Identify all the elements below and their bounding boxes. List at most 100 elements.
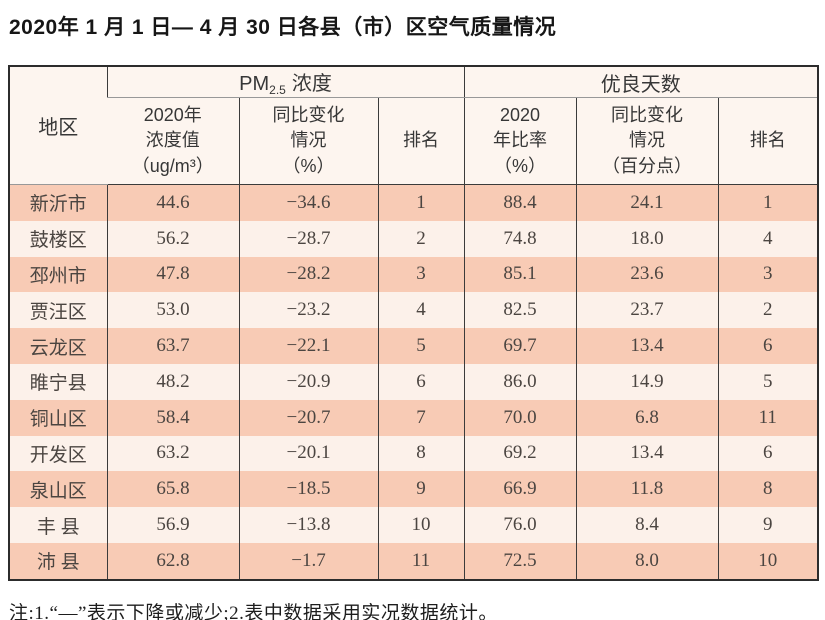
pm-value-cell: 63.2	[106, 435, 239, 472]
pm-change-cell: −20.1	[238, 435, 378, 472]
good-rank-header: 排名	[717, 97, 819, 185]
good-change-cell: 18.0	[575, 220, 719, 257]
pm25-label-prefix: PM	[239, 73, 270, 95]
pm-change-cell: −20.9	[238, 363, 378, 400]
pm25-label-subscript: 2.5	[269, 83, 286, 97]
pm-value-cell: 56.9	[106, 507, 239, 543]
pm-value-cell: 47.8	[106, 256, 239, 293]
good-rate-cell: 76.0	[463, 507, 577, 543]
region-cell: 邳州市	[9, 256, 107, 293]
footnote: 注:1.“—”表示下降或减少;2.表中数据采用实况数据统计。	[9, 602, 498, 620]
pm-value-cell: 53.0	[106, 292, 239, 329]
good-rank-cell: 4	[717, 220, 819, 257]
good-rate-cell: 74.8	[463, 220, 577, 257]
table-row: 沛 县 62.8 −1.7 11 72.5 8.0 10	[9, 542, 819, 580]
good-rank-cell: 10	[717, 542, 819, 580]
good-rate-cell: 88.4	[463, 184, 577, 221]
good-change-cell: 8.0	[575, 542, 719, 580]
region-cell: 云龙区	[9, 328, 107, 364]
pm-rank-cell: 10	[377, 507, 465, 543]
table-row: 新沂市 44.6 −34.6 1 88.4 24.1 1	[9, 184, 819, 221]
pm-value-cell: 63.7	[106, 328, 239, 364]
table-row: 铜山区 58.4 −20.7 7 70.0 6.8 11	[9, 399, 819, 436]
good-rank-cell: 5	[717, 363, 819, 400]
good-rank-cell: 6	[717, 435, 819, 472]
good-rank-cell: 2	[717, 292, 819, 329]
region-column-header: 地区	[9, 66, 107, 185]
good-rate-cell: 72.5	[463, 542, 577, 580]
good-days-group-header: 优良天数	[463, 66, 819, 98]
region-cell: 沛 县	[9, 542, 107, 580]
good-change-cell: 23.7	[575, 292, 719, 329]
page-title: 2020年 1 月 1 日— 4 月 30 日各县（市）区空气质量情况	[9, 16, 557, 39]
pm-change-cell: −20.7	[238, 399, 378, 436]
pm-rank-cell: 9	[377, 471, 465, 508]
good-change-cell: 13.4	[575, 328, 719, 364]
pm-change-cell: −22.1	[238, 328, 378, 364]
table-row: 睢宁县 48.2 −20.9 6 86.0 14.9 5	[9, 363, 819, 400]
good-change-header: 同比变化 情况 （百分点）	[575, 97, 719, 185]
good-rate-cell: 86.0	[463, 363, 577, 400]
pm25-label-suffix: 浓度	[291, 73, 332, 95]
pm-value-cell: 58.4	[106, 399, 239, 436]
air-quality-table: 地区 PM2.5 浓度 优良天数 2020年 浓度值 （ug/m³） 同比变化 情…	[8, 65, 820, 581]
pm-rank-cell: 5	[377, 328, 465, 364]
pm-change-header: 同比变化 情况 （%）	[238, 97, 378, 185]
good-rate-cell: 70.0	[463, 399, 577, 436]
table-row: 邳州市 47.8 −28.2 3 85.1 23.6 3	[9, 256, 819, 293]
region-cell: 新沂市	[9, 184, 107, 221]
pm-rank-cell: 1	[377, 184, 465, 221]
pm-change-cell: −28.7	[238, 220, 378, 257]
pm-rank-cell: 6	[377, 363, 465, 400]
good-rank-cell: 1	[717, 184, 819, 221]
pm-change-cell: −18.5	[238, 471, 378, 508]
pm-rank-cell: 2	[377, 220, 465, 257]
sub-header-row: 2020年 浓度值 （ug/m³） 同比变化 情况 （%） 排名 2020 年比…	[9, 97, 819, 185]
table-row: 云龙区 63.7 −22.1 5 69.7 13.4 6	[9, 328, 819, 364]
pm-value-cell: 44.6	[106, 184, 239, 221]
pm-change-cell: −13.8	[238, 507, 378, 543]
pm-change-cell: −28.2	[238, 256, 378, 293]
pm-change-cell: −1.7	[238, 542, 378, 580]
pm25-group-header: PM2.5 浓度	[106, 66, 465, 98]
good-rank-cell: 8	[717, 471, 819, 508]
region-cell: 铜山区	[9, 399, 107, 436]
pm-rank-cell: 3	[377, 256, 465, 293]
region-cell: 睢宁县	[9, 363, 107, 400]
good-change-cell: 23.6	[575, 256, 719, 293]
region-cell: 开发区	[9, 435, 107, 472]
pm-value-header: 2020年 浓度值 （ug/m³）	[107, 97, 239, 185]
table-row: 贾汪区 53.0 −23.2 4 82.5 23.7 2	[9, 292, 819, 329]
good-rate-cell: 69.2	[463, 435, 577, 472]
table-body: 新沂市 44.6 −34.6 1 88.4 24.1 1 鼓楼区 56.2 −28.7 2 74.8 1…	[9, 184, 819, 580]
pm-rank-header: 排名	[377, 97, 465, 185]
good-change-cell: 14.9	[575, 363, 719, 400]
good-change-cell: 8.4	[575, 507, 719, 543]
region-cell: 贾汪区	[9, 292, 107, 329]
table-row: 开发区 63.2 −20.1 8 69.2 13.4 6	[9, 435, 819, 472]
good-rate-cell: 85.1	[463, 256, 577, 293]
good-change-cell: 24.1	[575, 184, 719, 221]
good-rate-cell: 82.5	[463, 292, 577, 329]
pm-change-cell: −23.2	[238, 292, 378, 329]
region-cell: 鼓楼区	[9, 220, 107, 257]
good-change-cell: 6.8	[575, 399, 719, 436]
table-row: 丰 县 56.9 −13.8 10 76.0 8.4 9	[9, 507, 819, 543]
pm-change-cell: −34.6	[238, 184, 378, 221]
region-cell: 丰 县	[9, 507, 107, 543]
pm-value-cell: 48.2	[106, 363, 239, 400]
good-rate-cell: 69.7	[463, 328, 577, 364]
table-header: 地区 PM2.5 浓度 优良天数 2020年 浓度值 （ug/m³） 同比变化 情…	[9, 66, 819, 185]
good-rank-cell: 6	[717, 328, 819, 364]
pm-value-cell: 56.2	[106, 220, 239, 257]
group-header-row: 地区 PM2.5 浓度 优良天数	[9, 66, 819, 185]
pm-value-cell: 62.8	[106, 542, 239, 580]
good-change-cell: 11.8	[575, 471, 719, 508]
pm-rank-cell: 4	[377, 292, 465, 329]
pm-rank-cell: 8	[377, 435, 465, 472]
good-rank-cell: 3	[717, 256, 819, 293]
table-row: 泉山区 65.8 −18.5 9 66.9 11.8 8	[9, 471, 819, 508]
good-rank-cell: 11	[717, 399, 819, 436]
pm-value-cell: 65.8	[106, 471, 239, 508]
